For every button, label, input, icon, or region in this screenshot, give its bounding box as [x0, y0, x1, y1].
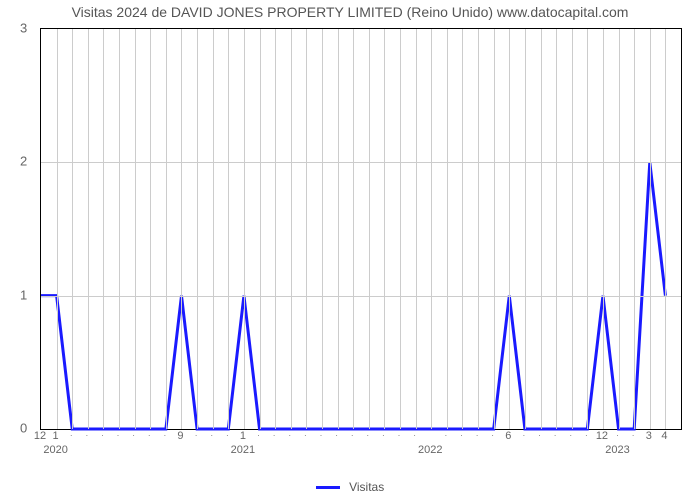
gridline-v — [291, 29, 292, 429]
gridline-v — [447, 29, 448, 429]
x-tick-label: 1 — [240, 430, 246, 442]
y-tick-label: 2 — [20, 154, 27, 169]
gridline-v — [462, 29, 463, 429]
x-minor-tick: · — [273, 430, 276, 440]
gridline-v — [587, 29, 588, 429]
x-minor-tick: · — [148, 430, 151, 440]
gridline-v — [509, 29, 510, 429]
x-minor-tick: · — [210, 430, 213, 440]
x-minor-tick: · — [444, 430, 447, 440]
x-minor-tick: · — [616, 430, 619, 440]
x-tick-label: 9 — [177, 430, 183, 442]
x-minor-tick: · — [70, 430, 73, 440]
x-minor-tick: · — [382, 430, 385, 440]
legend-label: Visitas — [349, 480, 384, 494]
x-minor-tick: · — [632, 430, 635, 440]
gridline-v — [353, 29, 354, 429]
y-tick-label: 3 — [20, 21, 27, 36]
gridline-v — [72, 29, 73, 429]
x-minor-tick: · — [85, 430, 88, 440]
gridline-v — [57, 29, 58, 429]
legend: Visitas — [0, 480, 700, 494]
chart-title: Visitas 2024 de DAVID JONES PROPERTY LIM… — [0, 0, 700, 20]
gridline-v — [150, 29, 151, 429]
x-year-label: 2023 — [605, 444, 629, 456]
x-year-label: 2022 — [418, 444, 442, 456]
chart-container: Visitas 2024 de DAVID JONES PROPERTY LIM… — [0, 0, 700, 500]
gridline-v — [650, 29, 651, 429]
gridline-v — [338, 29, 339, 429]
gridline-v — [103, 29, 104, 429]
gridline-v — [665, 29, 666, 429]
x-minor-tick: · — [413, 430, 416, 440]
gridline-v — [88, 29, 89, 429]
x-tick-label: 12 — [34, 430, 46, 442]
x-tick-label: 3 — [646, 430, 652, 442]
gridline-v — [275, 29, 276, 429]
x-minor-tick: · — [398, 430, 401, 440]
plot-area — [40, 28, 682, 430]
gridline-v — [541, 29, 542, 429]
x-minor-tick: · — [554, 430, 557, 440]
gridline-v — [135, 29, 136, 429]
gridline-v — [384, 29, 385, 429]
gridline-v — [478, 29, 479, 429]
x-minor-tick: · — [132, 430, 135, 440]
gridline-v — [556, 29, 557, 429]
x-minor-tick: · — [569, 430, 572, 440]
x-minor-tick: · — [522, 430, 525, 440]
x-minor-tick: · — [117, 430, 120, 440]
gridline-h — [41, 296, 681, 297]
line-series — [41, 29, 681, 429]
legend-swatch — [316, 486, 340, 489]
x-year-label: 2021 — [231, 444, 255, 456]
x-minor-tick: · — [101, 430, 104, 440]
x-minor-tick: · — [476, 430, 479, 440]
gridline-h — [41, 162, 681, 163]
gridline-v — [494, 29, 495, 429]
gridline-v — [416, 29, 417, 429]
gridline-v — [400, 29, 401, 429]
x-minor-tick: · — [538, 430, 541, 440]
gridline-v — [634, 29, 635, 429]
x-minor-tick: · — [585, 430, 588, 440]
gridline-v — [431, 29, 432, 429]
x-year-label: 2020 — [43, 444, 67, 456]
gridline-v — [572, 29, 573, 429]
x-minor-tick: · — [257, 430, 260, 440]
gridline-v — [181, 29, 182, 429]
x-minor-tick: · — [304, 430, 307, 440]
x-minor-tick: · — [491, 430, 494, 440]
x-minor-tick: · — [288, 430, 291, 440]
gridline-v — [603, 29, 604, 429]
x-minor-tick: · — [460, 430, 463, 440]
gridline-v — [525, 29, 526, 429]
gridline-v — [228, 29, 229, 429]
x-tick-label: 12 — [596, 430, 608, 442]
y-tick-label: 1 — [20, 287, 27, 302]
gridline-v — [369, 29, 370, 429]
gridline-v — [244, 29, 245, 429]
x-tick-label: 4 — [661, 430, 667, 442]
gridline-v — [260, 29, 261, 429]
x-tick-label: 1 — [53, 430, 59, 442]
x-minor-tick: · — [226, 430, 229, 440]
gridline-v — [166, 29, 167, 429]
gridline-v — [306, 29, 307, 429]
gridline-v — [119, 29, 120, 429]
x-minor-tick: · — [163, 430, 166, 440]
gridline-v — [197, 29, 198, 429]
x-minor-tick: · — [351, 430, 354, 440]
x-axis: 1219161234······························… — [40, 430, 680, 470]
x-minor-tick: · — [366, 430, 369, 440]
x-minor-tick: · — [195, 430, 198, 440]
gridline-v — [213, 29, 214, 429]
x-tick-label: 6 — [505, 430, 511, 442]
x-minor-tick: · — [319, 430, 322, 440]
y-tick-label: 0 — [20, 421, 27, 436]
gridline-v — [322, 29, 323, 429]
gridline-v — [619, 29, 620, 429]
x-minor-tick: · — [335, 430, 338, 440]
